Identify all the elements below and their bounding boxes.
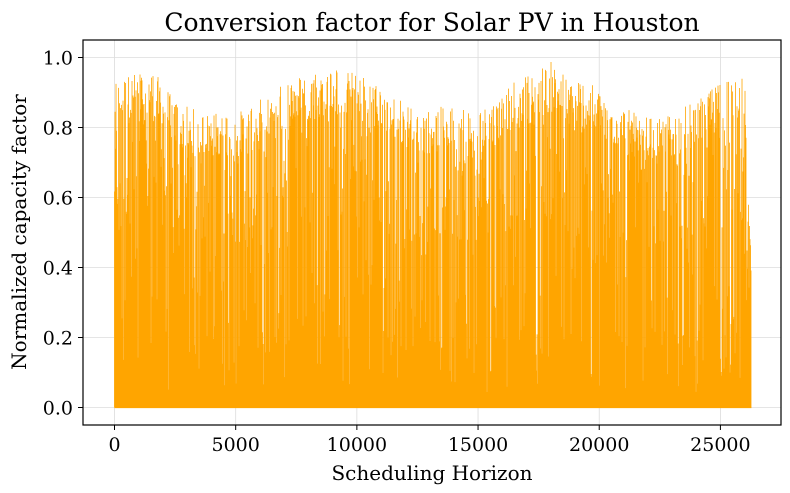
y-tick-label: 0.8 bbox=[43, 118, 73, 140]
y-axis-label: Normalized capacity factor bbox=[7, 94, 31, 370]
x-axis-label: Scheduling Horizon bbox=[331, 461, 532, 485]
x-tick-label: 5000 bbox=[212, 434, 260, 456]
y-tick-label: 0.0 bbox=[43, 398, 73, 420]
chart-title: Conversion factor for Solar PV in Housto… bbox=[164, 8, 699, 37]
plot-frame bbox=[82, 39, 782, 426]
y-tick-label: 0.6 bbox=[43, 188, 73, 210]
y-tick-label: 0.4 bbox=[43, 258, 73, 280]
x-axis-ticks: 0 5000 10000 15000 20000 25000 bbox=[108, 425, 751, 456]
series-solar-pv bbox=[114, 61, 752, 409]
x-tick-label: 0 bbox=[108, 434, 120, 456]
x-tick-label: 25000 bbox=[690, 434, 750, 456]
y-tick-label: 1.0 bbox=[43, 48, 73, 70]
series-line-solar-pv bbox=[114, 61, 752, 408]
x-tick-label: 20000 bbox=[569, 434, 629, 456]
y-tick-label: 0.2 bbox=[43, 328, 73, 350]
x-tick-label: 10000 bbox=[327, 434, 387, 456]
x-tick-label: 15000 bbox=[448, 434, 508, 456]
y-axis-ticks: 0.0 0.2 0.4 0.6 0.8 1.0 bbox=[43, 48, 83, 420]
